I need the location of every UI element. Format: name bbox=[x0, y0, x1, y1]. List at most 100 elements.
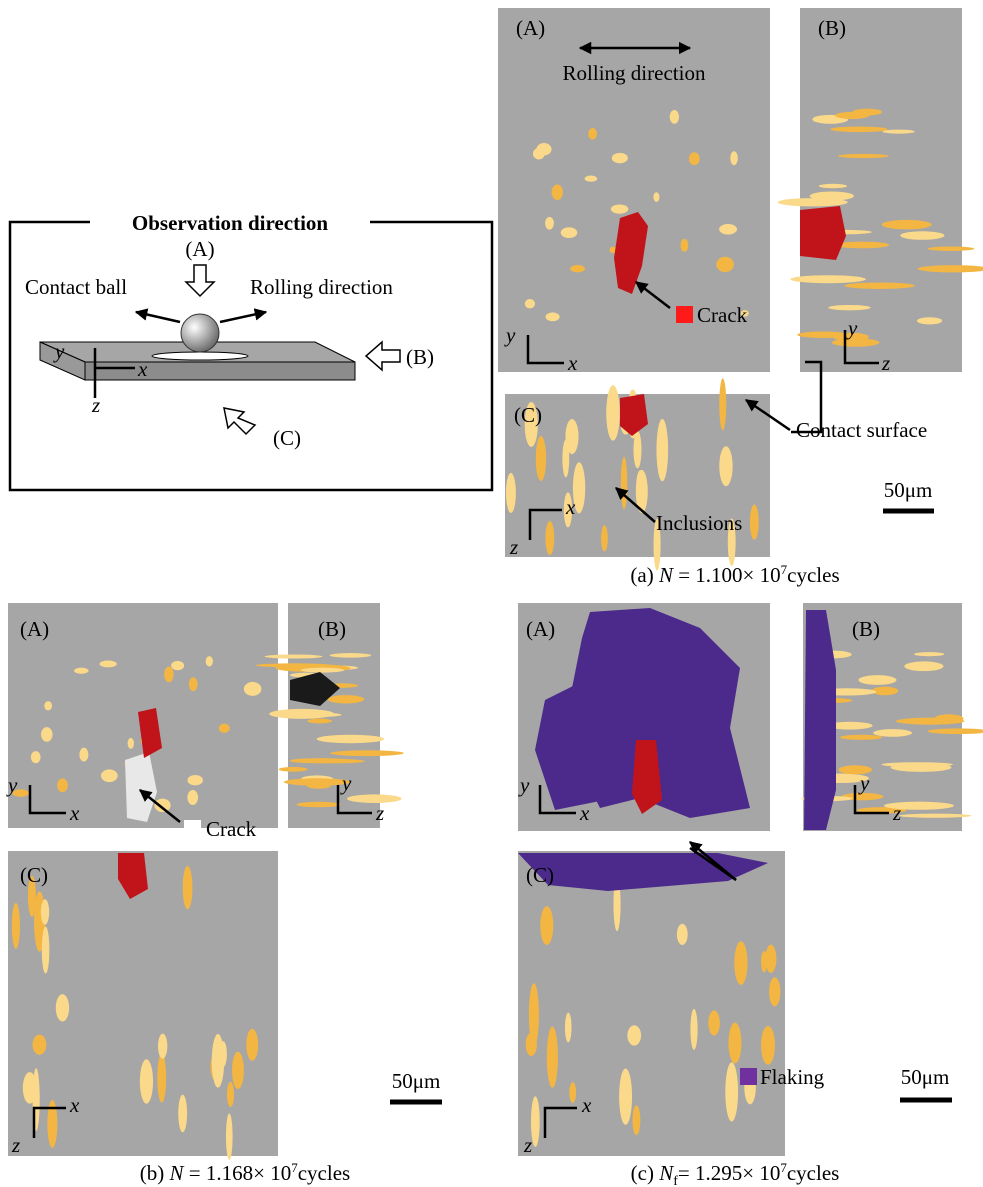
inclusion bbox=[301, 668, 345, 673]
inclusion bbox=[858, 675, 896, 685]
caption: (c) Nf= 1.295× 107cycles bbox=[631, 1160, 840, 1187]
schematic-title: Observation direction bbox=[132, 211, 329, 235]
caption-part: cycles bbox=[298, 1161, 350, 1185]
inclusion bbox=[44, 701, 52, 710]
inclusion bbox=[183, 866, 193, 910]
inclusion bbox=[178, 1095, 187, 1133]
inclusion bbox=[719, 224, 737, 235]
inclusion bbox=[526, 1033, 537, 1056]
view-label: (B) bbox=[818, 16, 846, 40]
inclusion bbox=[927, 247, 974, 251]
axis-label: z bbox=[375, 801, 384, 825]
inclusion bbox=[934, 714, 963, 723]
inclusion bbox=[677, 924, 688, 945]
inclusion bbox=[636, 470, 644, 501]
inclusion bbox=[725, 1062, 738, 1121]
view-label: (C) bbox=[273, 426, 301, 450]
axis-label: x bbox=[565, 495, 576, 519]
inclusion bbox=[729, 1023, 742, 1064]
inclusion bbox=[57, 778, 68, 792]
contact-area bbox=[152, 352, 248, 360]
inclusion bbox=[547, 1026, 558, 1087]
view-label: (B) bbox=[318, 617, 346, 641]
inclusion bbox=[128, 738, 134, 749]
rolling-arrow bbox=[136, 312, 180, 322]
inclusion bbox=[219, 724, 230, 733]
inclusion bbox=[317, 735, 384, 743]
caption-part: (b) bbox=[140, 1161, 165, 1185]
inclusion bbox=[830, 126, 887, 132]
inclusion bbox=[719, 378, 726, 430]
inclusion bbox=[611, 204, 628, 213]
inclusion bbox=[570, 265, 585, 272]
inclusion bbox=[761, 951, 767, 972]
inclusion bbox=[232, 1052, 244, 1089]
inclusion bbox=[681, 239, 689, 252]
inclusion bbox=[226, 1113, 233, 1160]
view-arrow bbox=[366, 342, 400, 370]
axis-label: x bbox=[567, 351, 578, 375]
axis-label: y bbox=[6, 773, 18, 797]
inclusion bbox=[158, 1034, 167, 1059]
view-label: (A) bbox=[516, 16, 545, 40]
axis-label: z bbox=[881, 351, 890, 375]
inclusion bbox=[670, 110, 679, 124]
rolling-direction-label: Rolling direction bbox=[250, 275, 393, 299]
page: Observation direction (A) Contact ball R… bbox=[0, 0, 983, 1187]
view-label: (C) bbox=[20, 863, 48, 887]
axis-label: y bbox=[53, 339, 65, 363]
figure: Observation direction (A) Contact ball R… bbox=[0, 0, 983, 1187]
inclusion bbox=[206, 656, 213, 667]
caption-part: N bbox=[658, 563, 674, 587]
inclusion bbox=[838, 154, 889, 158]
legend-swatch bbox=[740, 1068, 757, 1085]
inclusion bbox=[31, 751, 41, 763]
axis-label: y bbox=[340, 771, 352, 795]
inclusion bbox=[347, 794, 401, 803]
inclusion bbox=[565, 1013, 572, 1043]
axis-label: z bbox=[91, 393, 100, 417]
caption-part: cycles bbox=[787, 563, 839, 587]
inclusion bbox=[881, 762, 953, 767]
inclusion bbox=[750, 505, 759, 540]
inclusion bbox=[100, 660, 117, 667]
inclusion bbox=[790, 275, 866, 283]
inclusion bbox=[917, 317, 942, 324]
inclusion bbox=[140, 1059, 153, 1103]
inclusion bbox=[719, 446, 732, 486]
inclusion bbox=[552, 184, 563, 200]
inclusion bbox=[588, 128, 597, 139]
inclusion bbox=[828, 305, 870, 310]
inclusion bbox=[212, 1034, 224, 1088]
inclusion bbox=[244, 682, 262, 696]
view-label: (C) bbox=[526, 863, 554, 887]
caption-part: = 1.295× 10 bbox=[678, 1161, 780, 1185]
inclusion bbox=[565, 419, 578, 454]
inclusion bbox=[845, 282, 915, 288]
inclusion bbox=[79, 748, 88, 762]
inclusion bbox=[246, 1029, 258, 1061]
inclusion bbox=[189, 677, 198, 691]
axis-label: x bbox=[69, 1093, 80, 1117]
rolling-direction-label: Rolling direction bbox=[563, 61, 706, 85]
inclusion bbox=[612, 153, 628, 164]
view-label: (A) bbox=[526, 617, 555, 641]
scale-label: 50μm bbox=[901, 1065, 950, 1089]
inclusion bbox=[819, 184, 847, 188]
caption-part: N bbox=[169, 1161, 185, 1185]
caption: (b) N = 1.168× 107cycles bbox=[140, 1160, 350, 1185]
inclusion bbox=[74, 668, 88, 674]
caption-part: = 1.100× 10 bbox=[678, 563, 780, 587]
inclusion bbox=[873, 729, 912, 737]
legend-swatch bbox=[676, 306, 693, 323]
inclusion bbox=[157, 1054, 166, 1103]
inclusion bbox=[619, 1069, 632, 1125]
inclusion bbox=[269, 709, 334, 719]
scale-label: 50μm bbox=[884, 478, 933, 502]
inclusion bbox=[835, 112, 869, 119]
axis-label: z bbox=[509, 535, 518, 559]
inclusion bbox=[900, 231, 944, 240]
inclusion bbox=[632, 1105, 640, 1135]
legend-swatch bbox=[184, 820, 201, 837]
ct-image bbox=[800, 8, 962, 372]
